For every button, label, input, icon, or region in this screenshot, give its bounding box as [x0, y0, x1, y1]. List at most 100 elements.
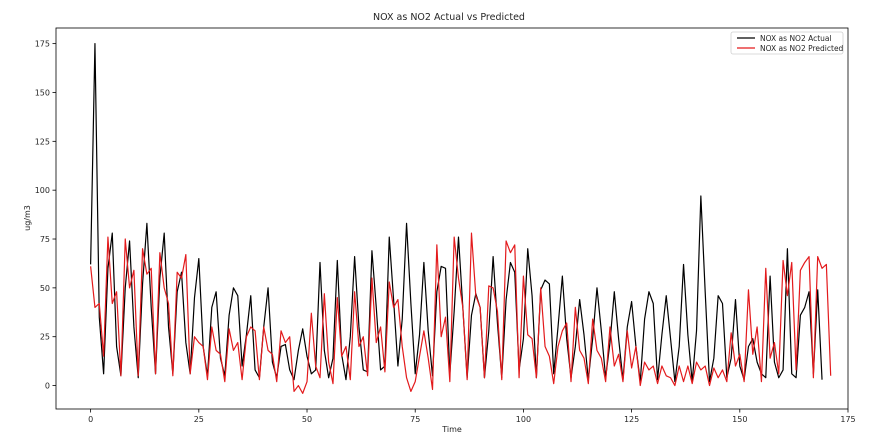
data-point: [406, 377, 407, 378]
data-point: [216, 291, 217, 292]
data-point: [211, 307, 212, 308]
data-point: [592, 338, 593, 339]
data-point: [177, 272, 178, 273]
data-point: [151, 307, 152, 308]
data-point: [562, 330, 563, 331]
data-point: [410, 391, 411, 392]
data-point: [588, 383, 589, 384]
data-point: [259, 379, 260, 380]
data-point: [709, 385, 710, 386]
data-point: [605, 381, 606, 382]
data-point: [332, 383, 333, 384]
data-point: [631, 367, 632, 368]
data-point: [545, 280, 546, 281]
data-point: [112, 233, 113, 234]
data-point: [185, 254, 186, 255]
data-point: [783, 369, 784, 370]
data-point: [774, 342, 775, 343]
data-point: [536, 377, 537, 378]
data-point: [311, 373, 312, 374]
data-point: [324, 293, 325, 294]
data-point: [255, 330, 256, 331]
data-point: [579, 350, 580, 351]
data-point: [94, 43, 95, 44]
data-point: [501, 379, 502, 380]
x-tick-label: 0: [88, 415, 93, 424]
data-point: [389, 237, 390, 238]
data-point: [804, 307, 805, 308]
data-point: [566, 323, 567, 324]
data-point: [627, 330, 628, 331]
data-point: [661, 334, 662, 335]
data-point: [281, 346, 282, 347]
data-point: [250, 326, 251, 327]
data-point: [363, 369, 364, 370]
data-point: [545, 346, 546, 347]
data-point: [90, 264, 91, 265]
data-point: [181, 278, 182, 279]
data-point: [358, 326, 359, 327]
data-point: [467, 379, 468, 380]
data-point: [757, 362, 758, 363]
data-point: [670, 377, 671, 378]
data-point: [493, 287, 494, 288]
data-point: [700, 369, 701, 370]
data-point: [757, 326, 758, 327]
data-point: [696, 362, 697, 363]
data-point: [90, 266, 91, 267]
data-point: [454, 237, 455, 238]
data-point: [488, 285, 489, 286]
data-point: [276, 381, 277, 382]
data-point: [272, 362, 273, 363]
data-point: [800, 315, 801, 316]
data-point: [99, 303, 100, 304]
data-point: [705, 291, 706, 292]
data-point: [94, 307, 95, 308]
data-point: [289, 369, 290, 370]
data-point: [233, 350, 234, 351]
data-point: [614, 291, 615, 292]
data-point: [614, 366, 615, 367]
data-point: [315, 366, 316, 367]
y-tick-label: 50: [40, 284, 50, 293]
data-point: [705, 366, 706, 367]
data-point: [826, 264, 827, 265]
data-point: [735, 366, 736, 367]
data-point: [107, 268, 108, 269]
data-point: [596, 350, 597, 351]
data-point: [796, 377, 797, 378]
data-point: [120, 375, 121, 376]
data-point: [787, 295, 788, 296]
data-point: [207, 379, 208, 380]
data-point: [830, 375, 831, 376]
data-point: [683, 381, 684, 382]
data-point: [116, 346, 117, 347]
data-point: [441, 336, 442, 337]
data-point: [307, 356, 308, 357]
data-point: [484, 377, 485, 378]
data-point: [345, 379, 346, 380]
data-point: [138, 377, 139, 378]
data-point: [350, 336, 351, 337]
data-point: [397, 299, 398, 300]
data-point: [506, 240, 507, 241]
data-point: [216, 350, 217, 351]
data-point: [103, 373, 104, 374]
data-point: [376, 307, 377, 308]
series-layer: [90, 43, 832, 394]
x-tick-label: 150: [732, 415, 747, 424]
data-point: [233, 287, 234, 288]
data-point: [817, 289, 818, 290]
data-point: [224, 381, 225, 382]
data-point: [510, 252, 511, 253]
data-point: [804, 262, 805, 263]
data-point: [220, 354, 221, 355]
data-point: [328, 377, 329, 378]
data-point: [575, 307, 576, 308]
y-tick-label: 175: [35, 40, 50, 49]
legend-label-predicted: NOX as NO2 Predicted: [760, 44, 844, 53]
data-point: [692, 383, 693, 384]
data-point: [731, 332, 732, 333]
series-line-predicted: [90, 232, 832, 394]
